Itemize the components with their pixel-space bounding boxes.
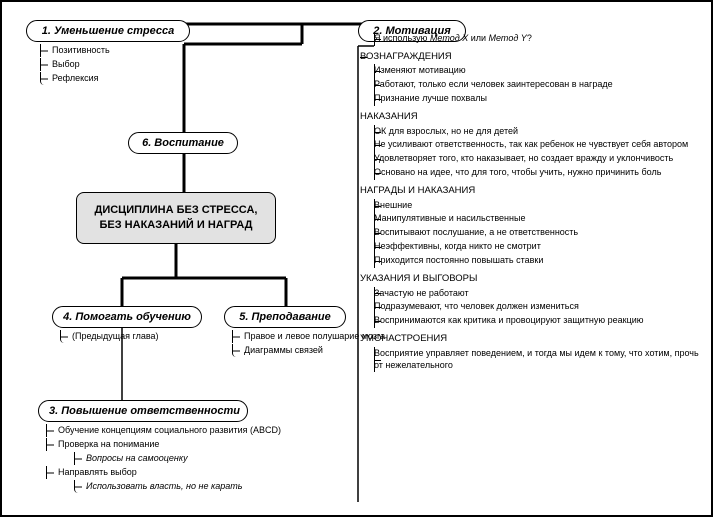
sec-2-title: НАГРАДЫ И НАКАЗАНИЯ	[360, 185, 475, 196]
n5-item-1: Диаграммы связей	[244, 345, 323, 355]
n4-sublist: (Предыдущая глава)	[60, 330, 159, 344]
node-3-responsibility: 3. Повышение ответственности	[38, 400, 248, 422]
right-intro: Я использую Метод X или Метод Y?	[374, 33, 532, 43]
central-line1: ДИСЦИПЛИНА БЕЗ СТРЕССА,	[95, 204, 258, 216]
node-1-stress-reduction: 1. Уменьшение стресса	[26, 20, 190, 42]
node-4-help-learning: 4. Помогать обучению	[52, 306, 202, 328]
sec-1-title: НАКАЗАНИЯ	[360, 111, 418, 122]
n3-item-2: Вопросы на самооценку	[86, 453, 188, 463]
motivation-outline: Я использую Метод X или Метод Y? ВОЗНАГР…	[360, 32, 708, 372]
n1-sublist: Позитивность Выбор Рефлексия	[40, 44, 110, 86]
n3-sublist: Обучение концепциям социального развития…	[46, 424, 346, 494]
n1-item-2: Рефлексия	[52, 73, 99, 83]
n4-item-0: (Предыдущая глава)	[72, 331, 159, 341]
sec-2-item-4: Приходится постоянно повышать ставки	[374, 255, 543, 265]
sec-4-title: УМОНАСТРОЕНИЯ	[360, 333, 447, 344]
sec-2-item-3: Неэффективны, когда никто не смотрит	[374, 241, 541, 251]
n1-item-0: Позитивность	[52, 45, 110, 55]
sec-3-item-1: Подразумевают, что человек должен измени…	[374, 301, 579, 311]
diagram-canvas: 1. Уменьшение стресса 2. Мотивация 6. Во…	[0, 0, 713, 517]
sec-3-item-2: Воспринимаются как критика и провоцируют…	[374, 315, 644, 325]
sec-1-item-1: Не усиливают ответственность, так как ре…	[374, 139, 688, 149]
sec-3-title: УКАЗАНИЯ И ВЫГОВОРЫ	[360, 273, 477, 284]
n3-item-4: Использовать власть, но не карать	[86, 481, 242, 491]
node-5-teaching: 5. Преподавание	[224, 306, 346, 328]
sec-1-item-2: Удовлетворяет того, кто наказывает, но с…	[374, 153, 673, 163]
central-box: ДИСЦИПЛИНА БЕЗ СТРЕССА, БЕЗ НАКАЗАНИЙ И …	[76, 192, 276, 244]
node-6-upbringing: 6. Воспитание	[128, 132, 238, 154]
n3-item-0: Обучение концепциям социального развития…	[58, 425, 281, 435]
n3-item-1: Проверка на понимание	[58, 439, 159, 449]
sec-1-item-3: Основано на идее, что для того, чтобы уч…	[374, 167, 661, 177]
n3-item-3: Направлять выбор	[58, 467, 137, 477]
sec-2-item-1: Манипулятивные и насильственные	[374, 213, 525, 223]
sec-4-item-0: Восприятие управляет поведением, и тогда…	[374, 348, 699, 370]
n1-item-1: Выбор	[52, 59, 80, 69]
sec-3-item-0: Зачастую не работают	[374, 288, 469, 298]
sec-0-item-2: Признание лучше похвалы	[374, 93, 487, 103]
sec-1-item-0: ОК для взрослых, но не для детей	[374, 126, 518, 136]
sec-0-title: ВОЗНАГРАЖДЕНИЯ	[360, 51, 452, 62]
central-line2: БЕЗ НАКАЗАНИЙ И НАГРАД	[99, 219, 252, 231]
sec-0-item-0: Изменяют мотивацию	[374, 65, 466, 75]
sec-2-item-2: Воспитывают послушание, а не ответственн…	[374, 227, 578, 237]
sec-0-item-1: Работают, только если человек заинтересо…	[374, 79, 613, 89]
